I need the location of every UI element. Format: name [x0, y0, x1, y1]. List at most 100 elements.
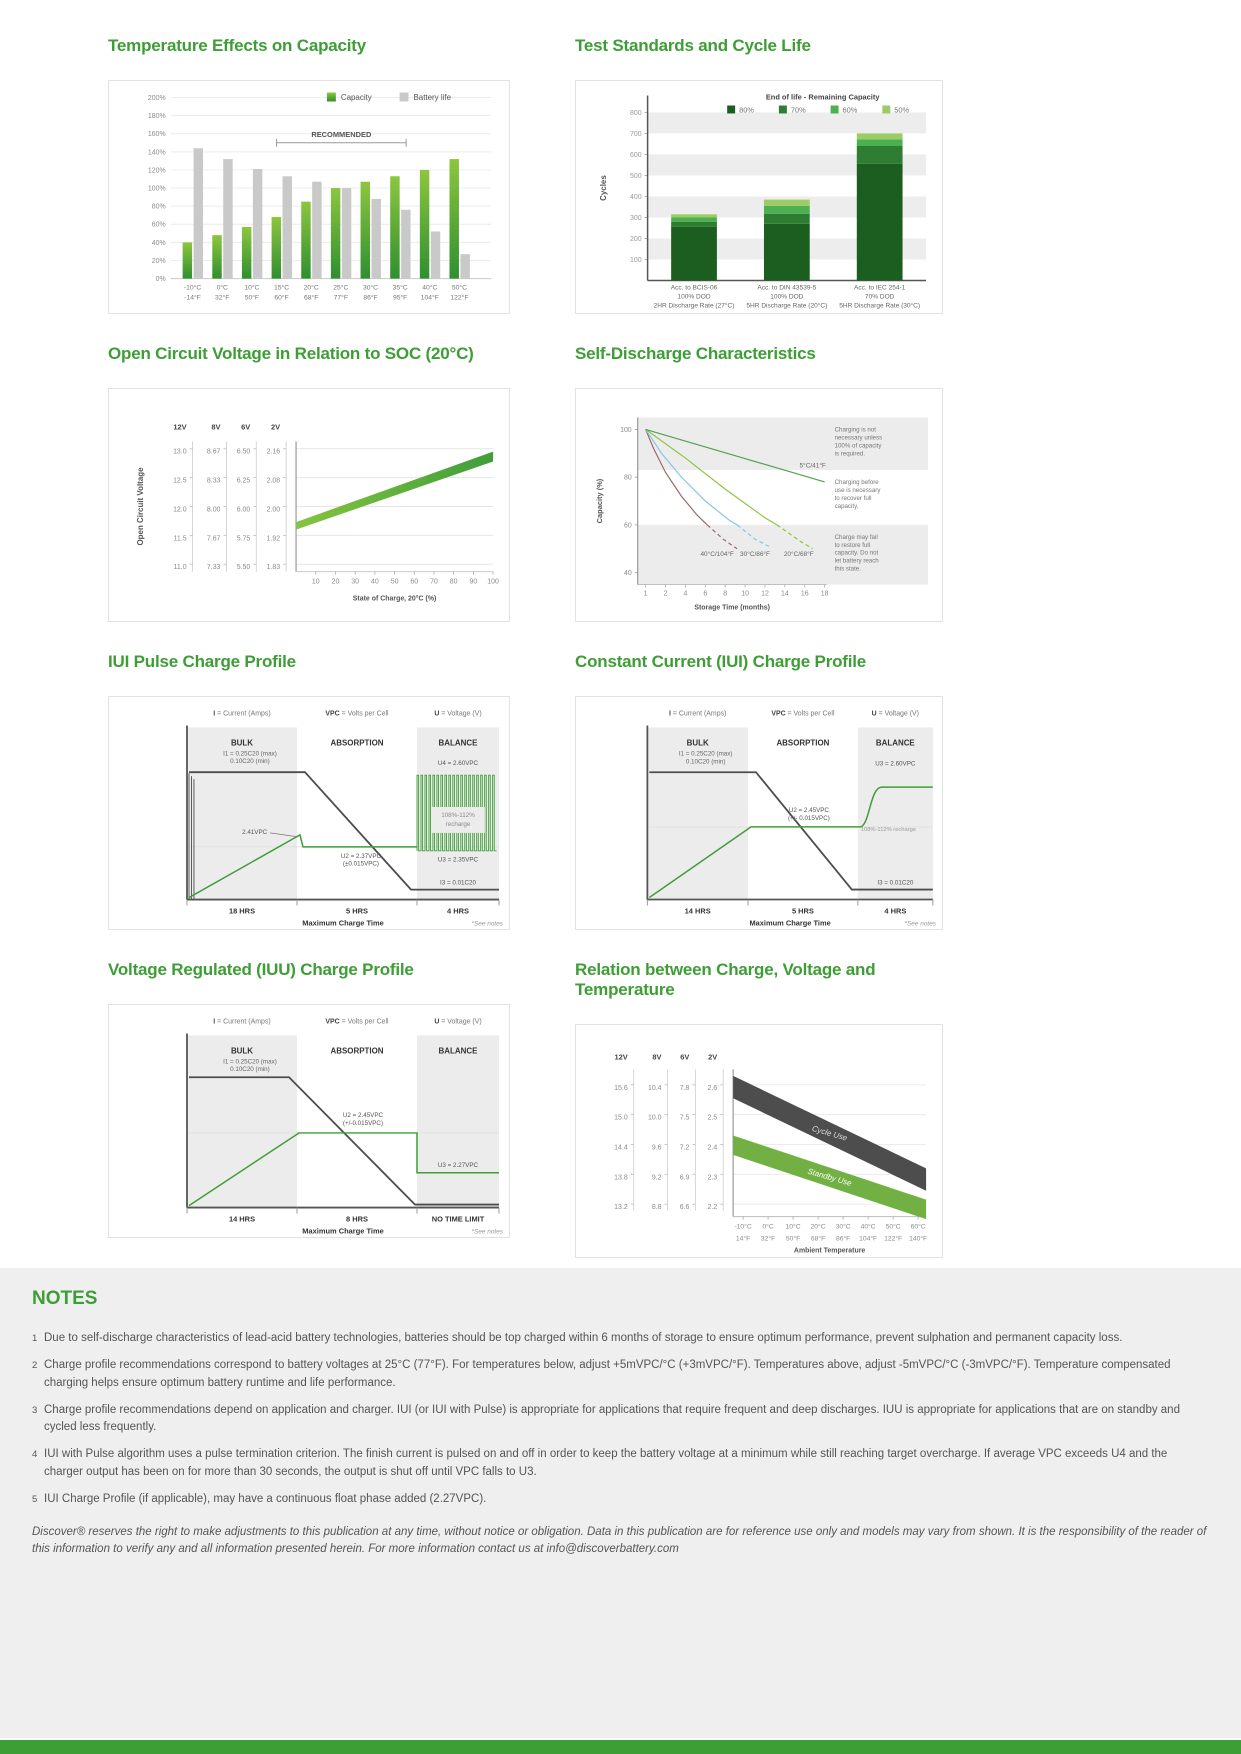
note-item-2: 2 Charge profile recommendations correspo…	[32, 1357, 1209, 1392]
svg-text:60°C: 60°C	[911, 1223, 926, 1231]
svg-text:20°C: 20°C	[811, 1223, 826, 1231]
svg-text:20°C/68°F: 20°C/68°F	[784, 550, 814, 558]
section-cycle-life: Test Standards and Cycle Life 100 200 300 4…	[575, 36, 943, 314]
chart-title-iuu: Voltage Regulated (IUU) Charge Profile	[108, 960, 414, 979]
svg-text:13.0: 13.0	[173, 449, 187, 456]
svg-text:capacity.: capacity.	[835, 503, 859, 510]
svg-text:100: 100	[487, 579, 499, 586]
svg-text:BALANCE: BALANCE	[876, 738, 915, 747]
svg-text:7.67: 7.67	[207, 535, 221, 542]
svg-text:108%-112% recharge: 108%-112% recharge	[861, 827, 916, 833]
svg-text:U4 = 2.60VPC: U4 = 2.60VPC	[438, 760, 479, 767]
capacity-bar	[390, 176, 400, 279]
svg-text:recharge: recharge	[446, 821, 471, 828]
svg-text:-14°F: -14°F	[184, 293, 201, 301]
svg-text:68°F: 68°F	[811, 1234, 825, 1242]
svg-text:6.9: 6.9	[680, 1174, 690, 1181]
svg-text:5HR Discharge Rate (30°C): 5HR Discharge Rate (30°C)	[839, 301, 920, 309]
svg-text:6: 6	[703, 591, 707, 598]
svg-text:Cycles: Cycles	[599, 175, 608, 201]
svg-text:25°C: 25°C	[333, 284, 348, 292]
svg-text:I3 = 0.01C20: I3 = 0.01C20	[877, 880, 913, 887]
current-line	[188, 771, 499, 891]
svg-text:100% DOD: 100% DOD	[770, 293, 803, 300]
svg-text:18: 18	[821, 591, 829, 598]
svg-text:U3 = 2.60VPC: U3 = 2.60VPC	[875, 760, 916, 767]
voltage-line	[648, 786, 933, 899]
notes-heading: NOTES	[32, 1288, 98, 1309]
temp-capacity-chart: 0% 20% 40% 60% 80% 100% 120% 140% 160% 180% 200% Ca…	[148, 92, 492, 301]
svg-text:100%: 100%	[148, 186, 166, 193]
svg-text:BULK: BULK	[231, 738, 253, 747]
svg-text:12V: 12V	[173, 422, 186, 431]
svg-text:2.08: 2.08	[267, 478, 281, 485]
capacity-bar	[301, 201, 311, 279]
battery-life-bar	[312, 181, 322, 279]
svg-text:0%: 0%	[156, 276, 166, 283]
note-item-3: 3 Charge profile recommendations depend o…	[32, 1402, 1209, 1437]
section-ocv-soc: Open Circuit Voltage in Relation to SOC …	[108, 344, 510, 622]
cycle-bar-segment	[763, 205, 810, 214]
capacity-bar	[330, 188, 341, 279]
svg-text:20°C: 20°C	[304, 284, 319, 292]
footer-accent-bar	[0, 1740, 1241, 1754]
cycle-bar-segment	[856, 146, 903, 164]
capacity-bar	[182, 242, 193, 279]
svg-text:2.00: 2.00	[267, 506, 281, 513]
chart-title-cycle-life: Test Standards and Cycle Life	[575, 36, 811, 55]
svg-text:5.75: 5.75	[237, 535, 251, 542]
svg-text:5 HRS: 5 HRS	[346, 906, 368, 915]
svg-text:RECOMMENDED: RECOMMENDED	[311, 130, 372, 139]
capacity-bar	[360, 181, 370, 279]
svg-text:40%: 40%	[152, 240, 166, 247]
svg-text:80: 80	[624, 475, 632, 482]
cycle-bar-segment	[856, 133, 903, 140]
svg-text:100: 100	[620, 427, 632, 434]
svg-text:I = Current (Amps): I = Current (Amps)	[213, 1018, 270, 1025]
svg-text:122°F: 122°F	[450, 293, 468, 301]
svg-text:8 HRS: 8 HRS	[346, 1214, 368, 1223]
chart-title-ocv-soc: Open Circuit Voltage in Relation to SOC …	[108, 344, 474, 363]
svg-text:30°C/86°F: 30°C/86°F	[740, 550, 770, 558]
band-standby-use	[733, 1135, 927, 1220]
svg-text:BULK: BULK	[231, 1046, 253, 1055]
svg-text:104°F: 104°F	[859, 1234, 877, 1242]
svg-text:12: 12	[761, 591, 769, 598]
chart-title-iui-pulse: IUI Pulse Charge Profile	[108, 652, 296, 671]
charge-voltage-temp-chart: 12V 8V 6V 2V 15.6 10.4 7.8 2.6 15.0 10.0 7.5 2.5 14.…	[614, 1052, 927, 1254]
svg-text:500: 500	[630, 173, 642, 180]
current-line	[649, 771, 933, 891]
svg-text:9.6: 9.6	[652, 1144, 662, 1151]
svg-text:15°C: 15°C	[274, 284, 289, 292]
svg-text:Battery life: Battery life	[413, 93, 451, 102]
svg-text:200%: 200%	[148, 95, 166, 102]
svg-text:2.4: 2.4	[708, 1144, 718, 1151]
svg-text:6.6: 6.6	[680, 1204, 690, 1211]
disclaimer-text: Discover® reserves the right to make adj…	[32, 1526, 1207, 1556]
svg-text:122°F: 122°F	[884, 1234, 902, 1242]
svg-text:12.0: 12.0	[173, 506, 187, 513]
svg-text:BALANCE: BALANCE	[439, 1046, 478, 1055]
cycle-bar-segment	[763, 199, 810, 206]
svg-text:use is necessary: use is necessary	[835, 487, 882, 494]
svg-text:I3 = 0.01C20: I3 = 0.01C20	[440, 880, 476, 887]
svg-text:11.5: 11.5	[174, 535, 187, 542]
svg-text:State of Charge, 20°C (%): State of Charge, 20°C (%)	[353, 595, 437, 603]
svg-text:to restore full: to restore full	[835, 542, 871, 549]
cycle-life-panel: 100 200 300 400 500 600 700 800 Cycles End of lif…	[575, 80, 943, 314]
iuu-panel: I = Current (Amps) VPC = Volts per Cell U …	[108, 1004, 510, 1238]
svg-text:4 HRS: 4 HRS	[447, 906, 469, 915]
svg-text:60%: 60%	[843, 105, 858, 114]
svg-text:5HR Discharge Rate (20°C): 5HR Discharge Rate (20°C)	[746, 301, 827, 309]
note-number: 5	[32, 1493, 38, 1505]
svg-text:8: 8	[723, 591, 727, 598]
cycle-bar-segment	[671, 221, 717, 227]
svg-text:Ambient Temperature: Ambient Temperature	[794, 1247, 865, 1254]
svg-text:7.33: 7.33	[207, 564, 221, 571]
battery-life-bar	[341, 188, 352, 279]
chart-title-iui-cc: Constant Current (IUI) Charge Profile	[575, 652, 867, 671]
svg-text:80%: 80%	[739, 105, 754, 114]
svg-text:40: 40	[371, 579, 379, 586]
svg-text:90: 90	[470, 579, 478, 586]
